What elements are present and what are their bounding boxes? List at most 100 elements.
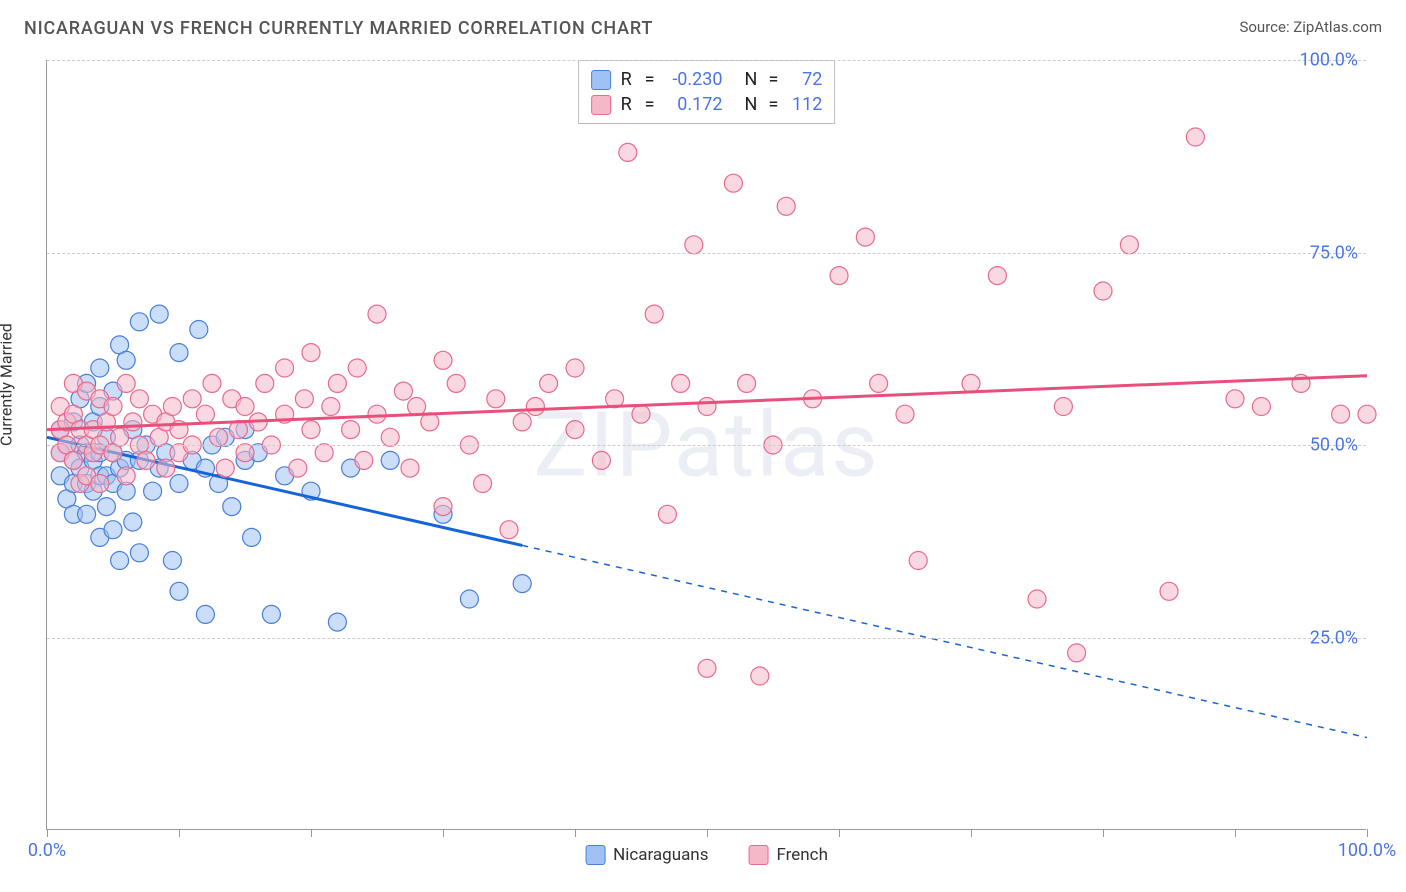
stats-n-value: 112 — [788, 94, 822, 115]
scatter-point — [724, 174, 742, 192]
stats-r-label: R — [621, 94, 635, 115]
scatter-point — [348, 359, 366, 377]
scatter-point — [150, 305, 168, 323]
scatter-point — [540, 374, 558, 392]
scatter-point — [117, 351, 135, 369]
scatter-point — [474, 475, 492, 493]
scatter-point — [1094, 282, 1112, 300]
scatter-point — [698, 398, 716, 416]
scatter-point — [328, 374, 346, 392]
gridline-h — [47, 253, 1366, 254]
equals-sign: = — [645, 69, 655, 90]
scatter-point — [256, 374, 274, 392]
scatter-point — [104, 521, 122, 539]
scatter-point — [302, 344, 320, 362]
scatter-point — [526, 398, 544, 416]
scatter-point — [1332, 405, 1350, 423]
scatter-point — [1252, 398, 1270, 416]
x-tick — [443, 829, 444, 837]
trendline-dashed — [522, 545, 1367, 737]
x-tick — [707, 829, 708, 837]
scatter-point — [276, 359, 294, 377]
scatter-point — [130, 390, 148, 408]
scatter-point — [170, 475, 188, 493]
scatter-point — [78, 505, 96, 523]
stats-r-label: R — [621, 69, 635, 90]
scatter-point — [738, 374, 756, 392]
scatter-point — [401, 459, 419, 477]
gridline-h — [47, 60, 1366, 61]
scatter-point — [381, 428, 399, 446]
scatter-point — [487, 390, 505, 408]
scatter-point — [368, 405, 386, 423]
y-tick-label: 25.0% — [1310, 627, 1358, 648]
scatter-point — [124, 513, 142, 531]
scatter-point — [111, 552, 129, 570]
scatter-point — [870, 374, 888, 392]
scatter-point — [223, 498, 241, 516]
scatter-point — [144, 482, 162, 500]
scatter-point — [434, 351, 452, 369]
y-tick-label: 75.0% — [1310, 242, 1358, 263]
scatter-point — [170, 344, 188, 362]
scatter-point — [751, 667, 769, 685]
x-tick — [1367, 829, 1368, 837]
scatter-point — [163, 552, 181, 570]
y-tick-label: 100.0% — [1300, 50, 1358, 71]
scatter-point — [236, 444, 254, 462]
legend-swatch — [748, 845, 768, 865]
scatter-point — [97, 498, 115, 516]
scatter-point — [896, 405, 914, 423]
scatter-point — [196, 605, 214, 623]
scatter-point — [566, 421, 584, 439]
x-tick — [311, 829, 312, 837]
scatter-point — [210, 428, 228, 446]
legend-swatch — [585, 845, 605, 865]
scatter-point — [962, 374, 980, 392]
x-tick — [1103, 829, 1104, 837]
scatter-point — [117, 467, 135, 485]
gridline-h — [47, 445, 1366, 446]
scatter-point — [645, 305, 663, 323]
x-tick-label: 100.0% — [1338, 840, 1396, 861]
scatter-point — [328, 613, 346, 631]
scatter-point — [698, 659, 716, 677]
scatter-point — [322, 398, 340, 416]
stats-row: R=0.172N=112 — [591, 92, 823, 117]
series-legend: NicaraguansFrench — [585, 845, 828, 865]
legend-item: French — [748, 845, 827, 865]
scatter-point — [988, 267, 1006, 285]
equals-sign: = — [769, 69, 779, 90]
scatter-point — [1054, 398, 1072, 416]
x-tick — [47, 829, 48, 837]
scatter-point — [1186, 128, 1204, 146]
scatter-point — [381, 451, 399, 469]
scatter-point — [342, 421, 360, 439]
scatter-point — [262, 605, 280, 623]
scatter-point — [91, 359, 109, 377]
y-tick-label: 50.0% — [1310, 435, 1358, 456]
scatter-point — [117, 374, 135, 392]
scatter-point — [830, 267, 848, 285]
stats-r-value: 0.172 — [665, 94, 723, 115]
scatter-point — [632, 405, 650, 423]
gridline-h — [47, 638, 1366, 639]
scatter-point — [130, 544, 148, 562]
scatter-point — [658, 505, 676, 523]
legend-label: French — [776, 845, 827, 865]
scatter-point — [447, 374, 465, 392]
scatter-point — [1358, 405, 1376, 423]
scatter-point — [124, 413, 142, 431]
scatter-point — [130, 313, 148, 331]
x-tick — [179, 829, 180, 837]
scatter-point — [592, 451, 610, 469]
scatter-point — [111, 428, 129, 446]
scatter-point — [1028, 590, 1046, 608]
source-label: Source: ZipAtlas.com — [1239, 18, 1382, 36]
scatter-point — [289, 459, 307, 477]
scatter-point — [619, 143, 637, 161]
x-tick-label: 0.0% — [28, 840, 66, 861]
scatter-point — [394, 382, 412, 400]
scatter-point — [355, 451, 373, 469]
scatter-point — [183, 390, 201, 408]
